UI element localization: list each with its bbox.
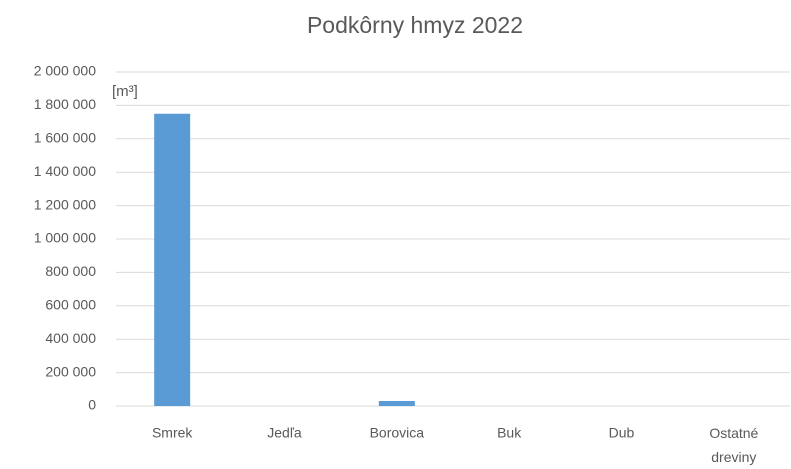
y-tick-label: 1 600 000 [34,130,96,146]
y-tick-label: 0 [88,397,96,413]
bar [378,400,415,406]
y-tick-label: 1 200 000 [34,196,96,212]
y-tick-label: 600 000 [45,297,96,313]
y-tick-label: 800 000 [45,263,96,279]
y-tick-label: 1 000 000 [34,230,96,246]
y-axis-label: [m³] [112,83,138,100]
x-tick-label: Dub [609,425,635,441]
y-tick-label: 1 800 000 [34,96,96,112]
x-tick-label: Smrek [152,425,193,441]
x-tick-label: Buk [497,425,522,441]
bar [154,113,191,406]
x-tick-label: Ostatné dreviny [709,425,758,465]
y-tick-label: 400 000 [45,330,96,346]
y-tick-label: 200 000 [45,363,96,379]
x-tick-label: Borovica [370,425,425,441]
x-tick-label: Jedľa [267,425,302,441]
y-tick-label: 1 400 000 [34,163,96,179]
y-tick-label: 2 000 000 [34,63,96,79]
chart-title: Podkôrny hmyz 2022 [307,12,523,38]
